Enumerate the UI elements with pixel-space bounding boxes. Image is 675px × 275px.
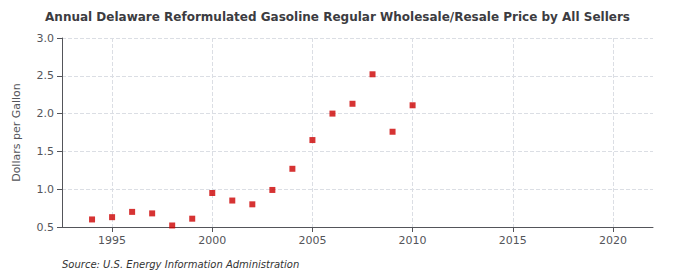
svg-text:2000: 2000 xyxy=(198,234,226,247)
svg-text:2010: 2010 xyxy=(399,234,427,247)
svg-text:Source: U.S. Energy Informatio: Source: U.S. Energy Information Administ… xyxy=(62,259,299,270)
svg-text:0.5: 0.5 xyxy=(37,221,55,234)
svg-text:1.0: 1.0 xyxy=(37,183,55,196)
svg-text:2015: 2015 xyxy=(499,234,527,247)
svg-text:2020: 2020 xyxy=(599,234,627,247)
svg-text:1.5: 1.5 xyxy=(37,145,55,158)
svg-text:2.5: 2.5 xyxy=(37,69,55,82)
svg-text:Annual Delaware Reformulated G: Annual Delaware Reformulated Gasoline Re… xyxy=(45,10,630,24)
svg-text:2005: 2005 xyxy=(298,234,326,247)
svg-text:2.0: 2.0 xyxy=(37,107,55,120)
svg-text:Dollars per Gallon: Dollars per Gallon xyxy=(10,83,23,182)
svg-text:3.0: 3.0 xyxy=(37,32,55,45)
svg-text:1995: 1995 xyxy=(98,234,126,247)
